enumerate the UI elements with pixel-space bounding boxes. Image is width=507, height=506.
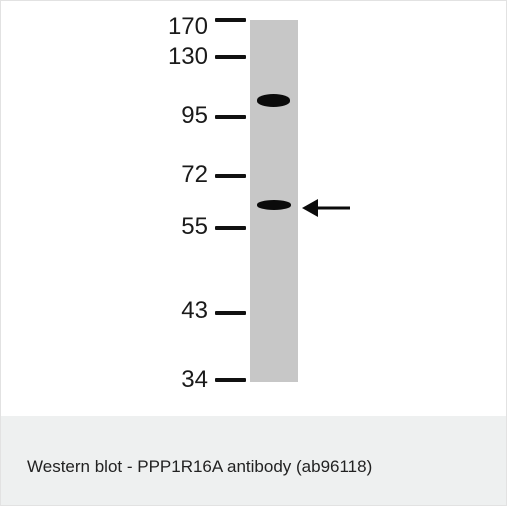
western-blot-image: 170 130 95 72 55 43 34 bbox=[1, 1, 506, 416]
marker-tick-55 bbox=[215, 226, 246, 230]
arrow-left-icon bbox=[302, 199, 350, 217]
marker-tick-130 bbox=[215, 55, 246, 59]
marker-label-170: 170 bbox=[167, 13, 208, 40]
upper-band bbox=[257, 94, 290, 107]
marker-label-72: 72 bbox=[181, 161, 208, 188]
caption-bar: Western blot - PPP1R16A antibody (ab9611… bbox=[1, 416, 506, 505]
marker-label-34: 34 bbox=[181, 366, 208, 393]
marker-tick-43 bbox=[215, 311, 246, 315]
target-band bbox=[257, 200, 291, 210]
marker-label-43: 43 bbox=[181, 297, 208, 324]
marker-tick-170 bbox=[215, 18, 246, 22]
marker-tick-72 bbox=[215, 174, 246, 178]
marker-label-130: 130 bbox=[167, 43, 208, 70]
marker-tick-95 bbox=[215, 115, 246, 119]
figure-caption: Western blot - PPP1R16A antibody (ab9611… bbox=[27, 457, 373, 476]
marker-tick-34 bbox=[215, 378, 246, 382]
marker-label-55: 55 bbox=[181, 213, 208, 240]
marker-label-95: 95 bbox=[181, 102, 208, 129]
